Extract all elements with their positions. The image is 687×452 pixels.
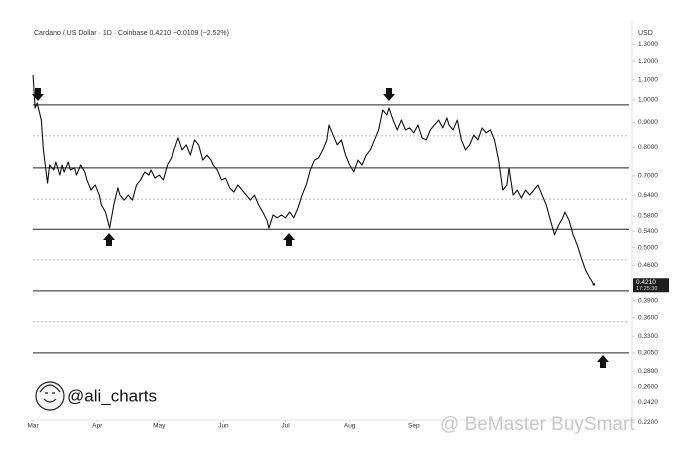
- x-tick-label: Jun: [218, 423, 229, 430]
- y-tick-label: 0.6400: [638, 192, 658, 199]
- x-tick-label: Mar: [27, 423, 39, 430]
- y-tick-label: 0.2800: [638, 368, 658, 375]
- author-watermark: @ali_charts: [35, 381, 157, 411]
- avatar: [35, 381, 65, 411]
- y-tick-label: 0.9000: [638, 119, 658, 126]
- y-tick-label: 0.8000: [638, 144, 658, 151]
- platform-watermark: @ BeMaster BuySmart: [440, 414, 635, 435]
- y-tick-label: 1.2000: [638, 58, 658, 65]
- y-tick-label: 0.2200: [638, 419, 658, 426]
- y-tick-label: 0.3900: [638, 297, 658, 304]
- up-arrow: [597, 355, 609, 368]
- last-price-label: 0.4210: [636, 279, 656, 286]
- x-tick-label: Sep: [408, 423, 420, 430]
- chart-title: Cardano / US Dollar · 1D · Coinbase 0.42…: [34, 30, 229, 37]
- x-tick-label: Aug: [344, 423, 356, 430]
- y-tick-label: 0.3600: [638, 314, 658, 321]
- up-arrow: [103, 233, 115, 246]
- y-tick-label: 1.1000: [638, 76, 658, 83]
- avatar-face: [39, 384, 61, 403]
- down-arrow: [383, 88, 395, 101]
- up-arrow: [283, 233, 295, 246]
- y-tick-label: 1.3000: [638, 41, 658, 48]
- price-line: [32, 75, 595, 285]
- y-tick-label: 0.2420: [638, 399, 658, 406]
- y-tick-label: 0.2600: [638, 384, 658, 391]
- x-tick-label: Jul: [281, 423, 290, 430]
- y-tick-label: 0.5000: [638, 244, 658, 251]
- y-tick-label: 0.3050: [638, 350, 658, 357]
- x-tick-label: May: [153, 423, 166, 430]
- down-arrow: [32, 88, 44, 101]
- y-axis-label: USD: [638, 30, 653, 37]
- author-handle: @ali_charts: [67, 386, 157, 405]
- y-tick-label: 0.7000: [638, 173, 658, 180]
- x-tick-label: Apr: [92, 423, 103, 430]
- y-tick-label: 0.3300: [638, 333, 658, 340]
- y-tick-label: 0.4600: [638, 262, 658, 269]
- countdown-label: 17:25:30: [636, 286, 657, 292]
- y-tick-label: 0.5800: [638, 213, 658, 220]
- y-tick-label: 1.0000: [638, 97, 658, 104]
- y-tick-label: 0.5400: [638, 228, 658, 235]
- last-point: [592, 282, 596, 286]
- annotation-arrows: [32, 88, 609, 368]
- last-price-badge: [633, 278, 669, 293]
